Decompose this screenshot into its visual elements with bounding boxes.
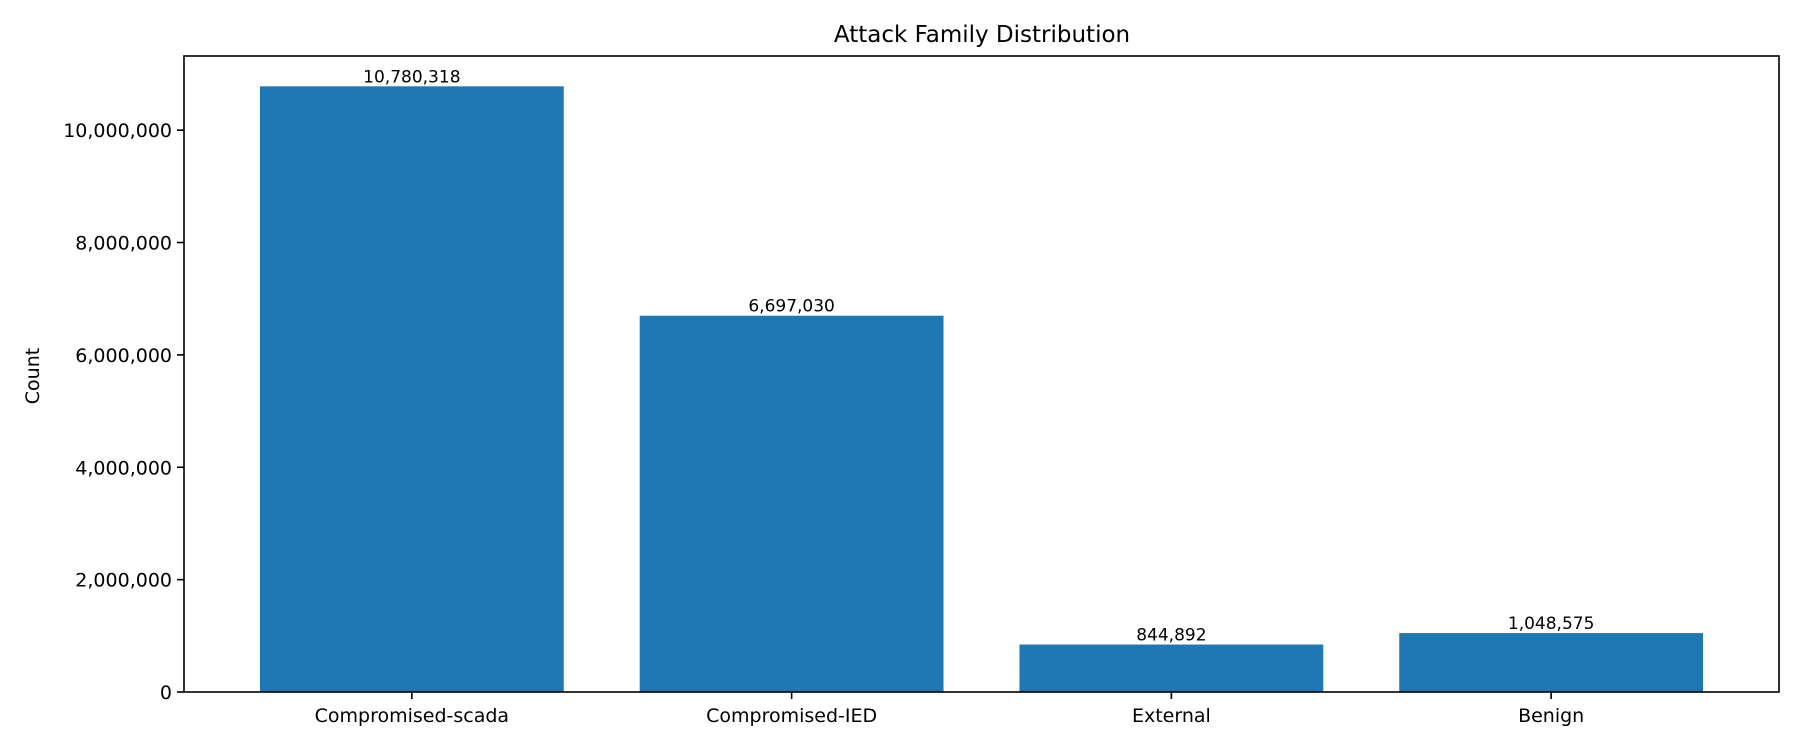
y-tick-label: 2,000,000 [75, 570, 172, 592]
bar-value-label: 844,892 [1136, 626, 1206, 646]
bar-value-label: 1,048,575 [1508, 614, 1595, 634]
y-tick-label: 6,000,000 [75, 345, 172, 367]
bar-benign [1399, 633, 1704, 692]
y-axis-label: Count [22, 348, 44, 404]
x-tick-label: Compromised-IED [706, 705, 877, 727]
y-tick-label: 10,000,000 [63, 120, 172, 142]
x-tick-label: External [1132, 705, 1211, 727]
chart-title: Attack Family Distribution [834, 22, 1130, 48]
bar-compromised-scada [259, 86, 564, 693]
y-axis-ticks: 0 2,000,000 4,000,000 6,000,000 8,000,000 10,… [63, 120, 184, 704]
bar-value-label: 6,697,030 [748, 297, 835, 317]
bar-compromised-ied [639, 315, 944, 692]
x-axis-ticks: Compromised-scada Compromised-IED External… [315, 692, 1584, 727]
data-labels: 10,780,318 6,697,030 844,892 1,048,575 [363, 67, 1594, 645]
bars [259, 86, 1704, 693]
y-tick-label: 8,000,000 [75, 233, 172, 255]
x-tick-label: Benign [1518, 705, 1584, 727]
bar-external [1019, 644, 1324, 692]
x-tick-label: Compromised-scada [315, 705, 509, 727]
y-tick-label: 4,000,000 [75, 457, 172, 479]
bar-value-label: 10,780,318 [363, 67, 460, 87]
plot-frame [183, 55, 1780, 693]
y-tick-label: 0 [160, 682, 172, 704]
